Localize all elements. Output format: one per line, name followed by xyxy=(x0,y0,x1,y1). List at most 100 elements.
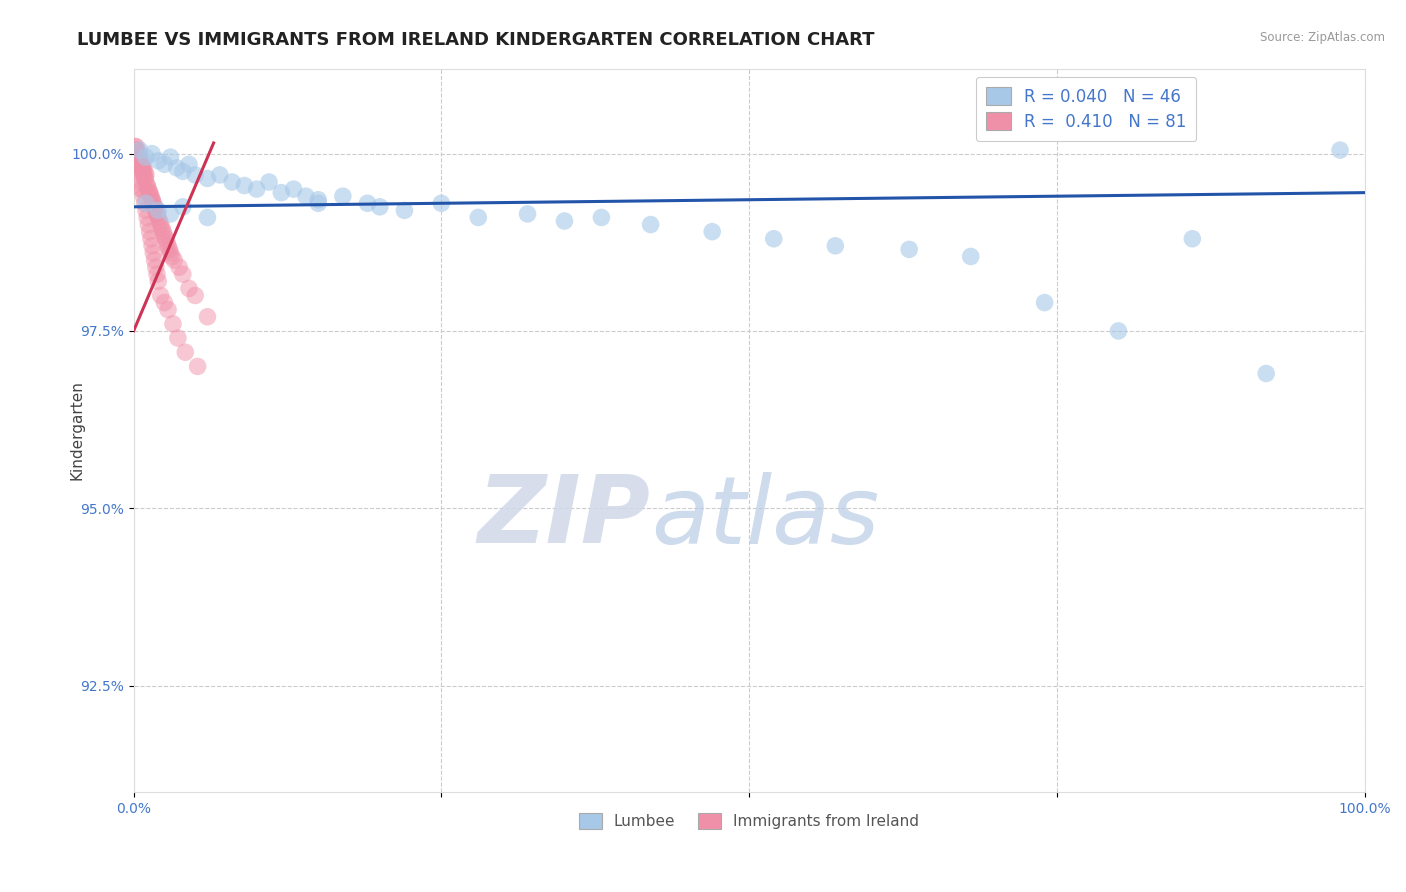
Point xyxy=(134,171,156,186)
Point xyxy=(150,221,173,235)
Point xyxy=(138,218,160,232)
Point xyxy=(172,267,194,281)
Point xyxy=(127,153,149,168)
Point xyxy=(246,182,269,196)
Point xyxy=(138,182,160,196)
Point xyxy=(124,143,146,157)
Point xyxy=(159,246,181,260)
Point xyxy=(124,139,146,153)
Point xyxy=(136,178,159,193)
Point xyxy=(307,193,329,207)
Point xyxy=(125,146,148,161)
Point xyxy=(166,161,188,175)
Point xyxy=(148,214,170,228)
Point xyxy=(139,232,162,246)
Point xyxy=(177,281,200,295)
Point xyxy=(898,243,921,257)
Point xyxy=(153,295,176,310)
Point xyxy=(167,331,190,345)
Point xyxy=(959,250,981,264)
Point xyxy=(141,146,163,161)
Point xyxy=(128,157,150,171)
Point xyxy=(197,310,219,324)
Point xyxy=(356,196,378,211)
Point xyxy=(128,146,150,161)
Point xyxy=(187,359,209,374)
Point xyxy=(132,164,155,178)
Point xyxy=(146,207,169,221)
Text: LUMBEE VS IMMIGRANTS FROM IRELAND KINDERGARTEN CORRELATION CHART: LUMBEE VS IMMIGRANTS FROM IRELAND KINDER… xyxy=(77,31,875,49)
Point xyxy=(143,253,166,268)
Point xyxy=(128,143,150,157)
Point xyxy=(141,239,163,253)
Point xyxy=(157,239,180,253)
Point xyxy=(148,153,170,168)
Point xyxy=(591,211,613,225)
Point xyxy=(155,232,177,246)
Point xyxy=(640,218,662,232)
Point xyxy=(307,196,329,211)
Point xyxy=(135,203,157,218)
Point xyxy=(141,193,163,207)
Point xyxy=(159,207,181,221)
Point xyxy=(129,157,152,171)
Point xyxy=(136,211,159,225)
Point xyxy=(197,211,219,225)
Point xyxy=(1033,295,1056,310)
Point xyxy=(138,225,160,239)
Point xyxy=(368,200,391,214)
Point xyxy=(467,211,489,225)
Point xyxy=(516,207,538,221)
Point xyxy=(135,168,157,182)
Point xyxy=(149,288,172,302)
Point xyxy=(233,178,256,193)
Point xyxy=(135,196,157,211)
Point xyxy=(332,189,354,203)
Point xyxy=(127,150,149,164)
Point xyxy=(128,161,150,175)
Point xyxy=(134,196,156,211)
Point xyxy=(160,250,183,264)
Point xyxy=(136,178,159,193)
Point xyxy=(157,243,180,257)
Point xyxy=(394,203,416,218)
Point xyxy=(1256,367,1278,381)
Point xyxy=(128,153,150,168)
Point xyxy=(152,225,174,239)
Point xyxy=(184,168,207,182)
Point xyxy=(134,171,156,186)
Point xyxy=(125,146,148,161)
Point xyxy=(148,203,170,218)
Point xyxy=(132,168,155,182)
Point xyxy=(177,157,200,171)
Point xyxy=(135,150,157,164)
Point xyxy=(824,239,846,253)
Point xyxy=(430,196,453,211)
Point xyxy=(1181,232,1204,246)
Point xyxy=(143,200,166,214)
Point xyxy=(132,161,155,175)
Point xyxy=(127,143,149,157)
Point xyxy=(129,153,152,168)
Point xyxy=(142,246,165,260)
Point xyxy=(162,317,184,331)
Point xyxy=(283,182,305,196)
Text: atlas: atlas xyxy=(651,472,879,563)
Point xyxy=(139,189,162,203)
Point xyxy=(129,175,152,189)
Point xyxy=(142,196,165,211)
Point xyxy=(128,150,150,164)
Point xyxy=(145,203,167,218)
Point xyxy=(138,186,160,200)
Point xyxy=(157,302,180,317)
Point xyxy=(221,175,243,189)
Point xyxy=(153,228,176,243)
Point xyxy=(702,225,724,239)
Point xyxy=(184,288,207,302)
Point xyxy=(295,189,318,203)
Point xyxy=(146,267,169,281)
Point xyxy=(149,218,172,232)
Point xyxy=(172,164,194,178)
Point xyxy=(134,164,156,178)
Point xyxy=(172,200,194,214)
